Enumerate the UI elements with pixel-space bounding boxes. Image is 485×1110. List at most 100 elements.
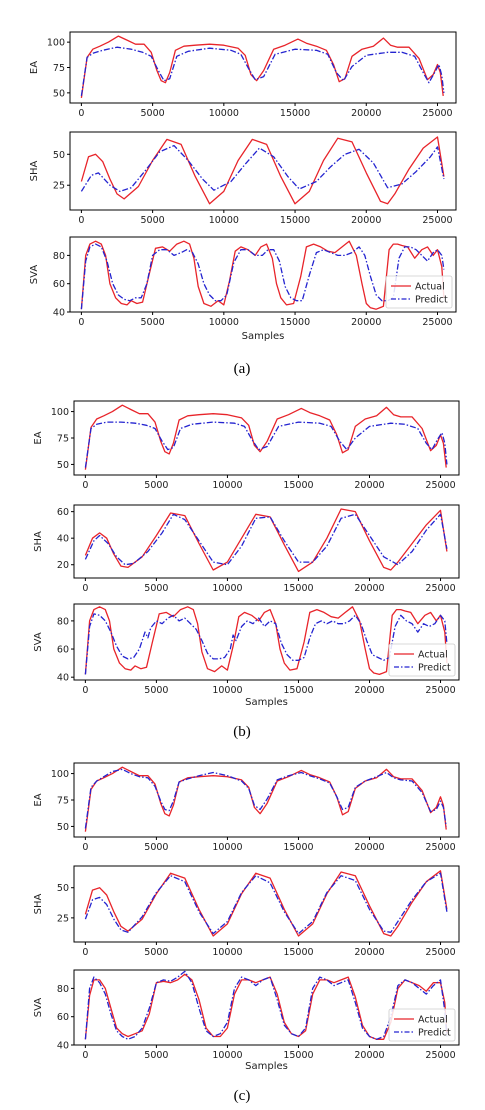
x-tick-label: 15000 [283,480,313,491]
axes-frame [69,131,457,211]
y-axis-label: EA [33,431,44,444]
series-line-predict [84,613,448,675]
y-axis-label: SVA [33,998,44,1018]
panel-sva: 40 60 80 0 5000 10000 15000 20000 25000 SVA Actual… [33,969,460,1061]
x-tick-label: 25000 [422,108,452,119]
x-tick-label: 0 [78,108,84,119]
y-tick-label: 60 [53,279,65,290]
y-tick-label: 25 [57,913,69,924]
series-line-actual [84,404,447,470]
x-tick-label: 25000 [422,317,452,328]
y-axis-label: SVA [29,265,40,285]
x-tick-label: 25000 [425,480,455,491]
x-tick-label: 20000 [354,480,384,491]
x-tick-label: 15000 [283,583,313,594]
x-tick-label: 5000 [141,215,165,226]
panel-sha: 25 50 0 5000 10000 15000 20000 25000 SHA [33,865,460,958]
x-tick-label: 0 [78,317,84,328]
x-tick-label: 10000 [212,947,242,958]
legend: Actual Predict [388,643,456,677]
caption-a: (a) [234,361,251,377]
axes-frame [73,865,460,943]
axes-frame [69,236,457,313]
x-tick-label: 5000 [144,1050,168,1061]
x-tick-label: 0 [82,685,88,696]
legend-label-actual: Actual [415,282,445,293]
axes-frame [73,400,460,476]
y-axis-label: SHA [33,531,44,552]
x-tick-label: 0 [82,1050,88,1061]
y-tick-label: 80 [57,616,69,627]
series-line-predict [84,872,448,935]
series-line-actual [80,35,444,98]
x-tick-label: 0 [82,480,88,491]
y-tick-label: 50 [53,150,65,161]
y-axis-label: SVA [33,632,44,652]
x-axis-label: Samples [245,1061,288,1072]
x-tick-label: 25000 [425,947,455,958]
y-tick-label: 50 [57,460,69,471]
x-tick-label: 20000 [354,842,384,853]
y-tick-label: 25 [53,181,65,192]
axes-frame [73,504,460,579]
x-tick-label: 20000 [354,947,384,958]
x-tick-label: 0 [82,842,88,853]
x-tick-label: 10000 [212,1050,242,1061]
x-tick-label: 20000 [354,1050,384,1061]
y-axis-label: SHA [33,893,44,914]
x-tick-label: 25000 [425,842,455,853]
series-line-predict [84,970,448,1040]
y-tick-label: 50 [53,88,65,99]
x-tick-label: 15000 [280,317,310,328]
x-tick-label: 5000 [144,947,168,958]
legend-label-predict: Predict [418,663,451,674]
series-line-actual [84,870,448,937]
series-line-predict [80,144,445,193]
legend: Actual Predict [385,275,453,309]
y-tick-label: 50 [57,822,69,833]
y-tick-label: 80 [53,251,65,262]
x-tick-label: 5000 [144,685,168,696]
x-tick-label: 5000 [144,842,168,853]
x-tick-label: 10000 [209,215,239,226]
axes-frame [73,969,460,1046]
x-tick-label: 10000 [212,583,242,594]
x-tick-label: 25000 [425,1050,455,1061]
x-tick-label: 20000 [351,215,381,226]
x-tick-label: 20000 [354,583,384,594]
x-tick-label: 15000 [280,108,310,119]
panel-ea: 50 75 100 0 5000 10000 15000 20000 25000 EA [33,400,460,491]
panel-sva: 40 60 80 0 5000 10000 15000 20000 25000 SVA Actual… [29,236,457,328]
x-tick-label: 20000 [354,685,384,696]
panel-ea: 50 75 100 0 5000 10000 15000 20000 25000 EA [29,31,457,119]
series-line-actual [80,136,445,205]
x-tick-label: 15000 [280,215,310,226]
y-tick-label: 100 [51,769,69,780]
panel-sha: 25 50 0 5000 10000 15000 20000 25000 SHA [29,131,457,226]
legend-label-actual: Actual [418,650,448,661]
x-tick-label: 10000 [209,317,239,328]
y-tick-label: 40 [53,308,65,319]
x-tick-label: 15000 [283,842,313,853]
x-tick-label: 15000 [283,685,313,696]
x-tick-label: 0 [78,215,84,226]
x-tick-label: 15000 [283,1050,313,1061]
legend-label-actual: Actual [418,1015,448,1026]
y-tick-label: 40 [57,1041,69,1052]
x-tick-label: 0 [82,583,88,594]
caption-c: (c) [234,1088,251,1104]
caption-b: (b) [233,724,251,740]
x-tick-label: 25000 [422,215,452,226]
y-tick-label: 60 [57,1012,69,1023]
series-line-actual [80,240,445,310]
legend-label-predict: Predict [418,1028,451,1039]
y-tick-label: 40 [57,673,69,684]
x-tick-label: 20000 [351,108,381,119]
y-axis-label: EA [33,793,44,806]
x-axis-label: Samples [242,331,285,342]
axes-frame [69,31,457,104]
x-tick-label: 0 [82,947,88,958]
series-line-predict [80,46,445,96]
series-line-predict [84,513,448,566]
x-tick-label: 15000 [283,947,313,958]
